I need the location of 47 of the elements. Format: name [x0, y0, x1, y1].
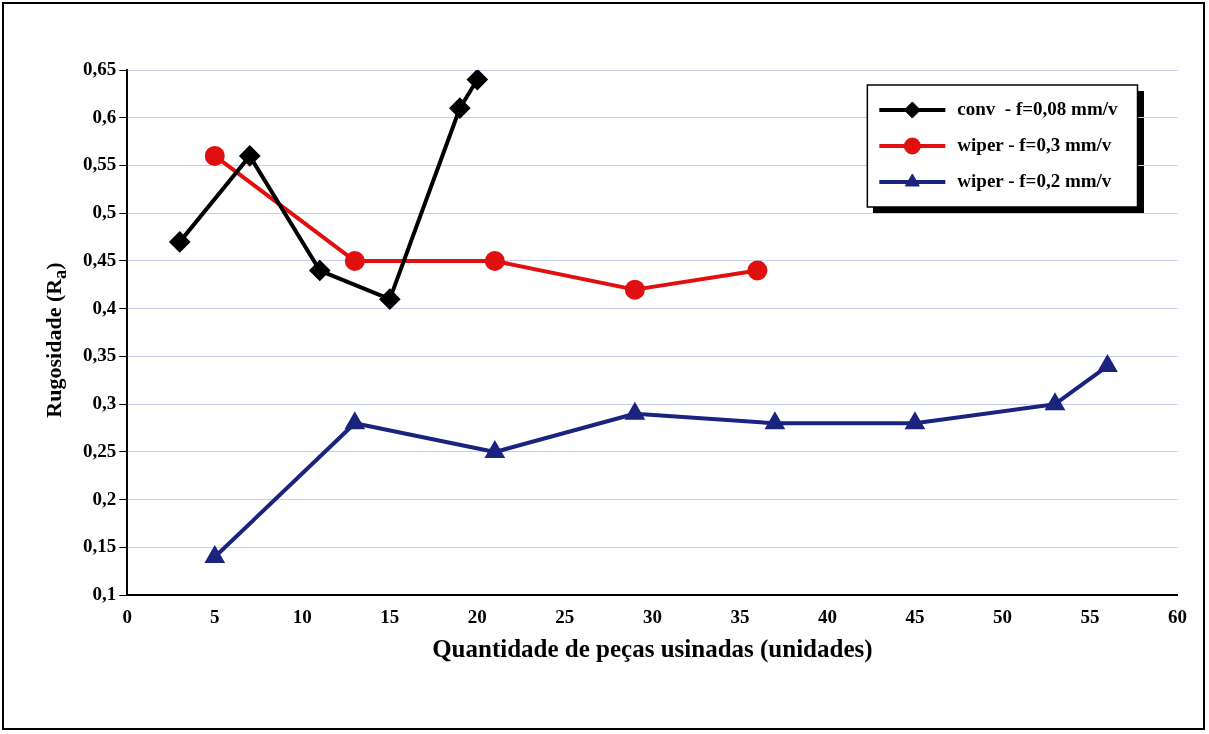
y-tick-label: 0,2: [92, 487, 117, 509]
x-tick-label: 50: [992, 605, 1012, 627]
y-tick-label: 0,1: [92, 583, 117, 605]
point: [169, 231, 190, 252]
x-tick-label: 60: [1168, 605, 1187, 627]
point: [765, 413, 784, 430]
point: [747, 260, 768, 281]
y-tick-label: 0,35: [83, 344, 117, 366]
point: [484, 250, 505, 271]
x-tick-label: 25: [555, 605, 575, 627]
point: [449, 98, 470, 119]
x-tick-label: 45: [905, 605, 925, 627]
legend-label: wiper - f=0,3 mm/v: [957, 133, 1112, 155]
point: [345, 413, 364, 430]
point: [344, 250, 365, 271]
point: [624, 279, 645, 300]
x-tick-label: 40: [817, 605, 837, 627]
x-tick-label: 55: [1080, 605, 1100, 627]
x-tick-label: 15: [380, 605, 400, 627]
point: [1046, 394, 1064, 411]
point: [309, 260, 330, 281]
point: [485, 441, 504, 458]
point: [906, 413, 924, 430]
y-tick-label: 0,45: [83, 248, 117, 270]
x-tick-label: 5: [210, 605, 220, 627]
x-tick-label: 35: [730, 605, 750, 627]
legend-label: wiper - f=0,2 mm/v: [957, 169, 1112, 191]
point: [239, 145, 260, 166]
x-axis-title: Quantidade de peças usinadas (unidades): [432, 635, 873, 664]
x-tick-label: 30: [642, 605, 662, 627]
point: [1098, 356, 1117, 373]
legend-label: conv - f=0,08 mm/v: [957, 97, 1118, 119]
y-tick-label: 0,6: [92, 105, 117, 127]
point: [204, 145, 225, 166]
point: [205, 547, 224, 563]
y-tick-label: 0,65: [83, 57, 117, 79]
x-tick-label: 10: [292, 605, 312, 627]
x-tick-label: 20: [467, 605, 487, 627]
y-tick-label: 0,55: [83, 153, 117, 175]
y-tick-label: 0,5: [92, 201, 117, 223]
y-tick-label: 0,4: [92, 296, 117, 318]
y-tick-label: 0,15: [83, 535, 117, 557]
y-tick-label: 0,25: [83, 439, 117, 461]
point: [379, 289, 400, 310]
y-tick-label: 0,3: [92, 392, 117, 414]
x-tick-label: 0: [122, 605, 132, 627]
point: [467, 70, 488, 90]
